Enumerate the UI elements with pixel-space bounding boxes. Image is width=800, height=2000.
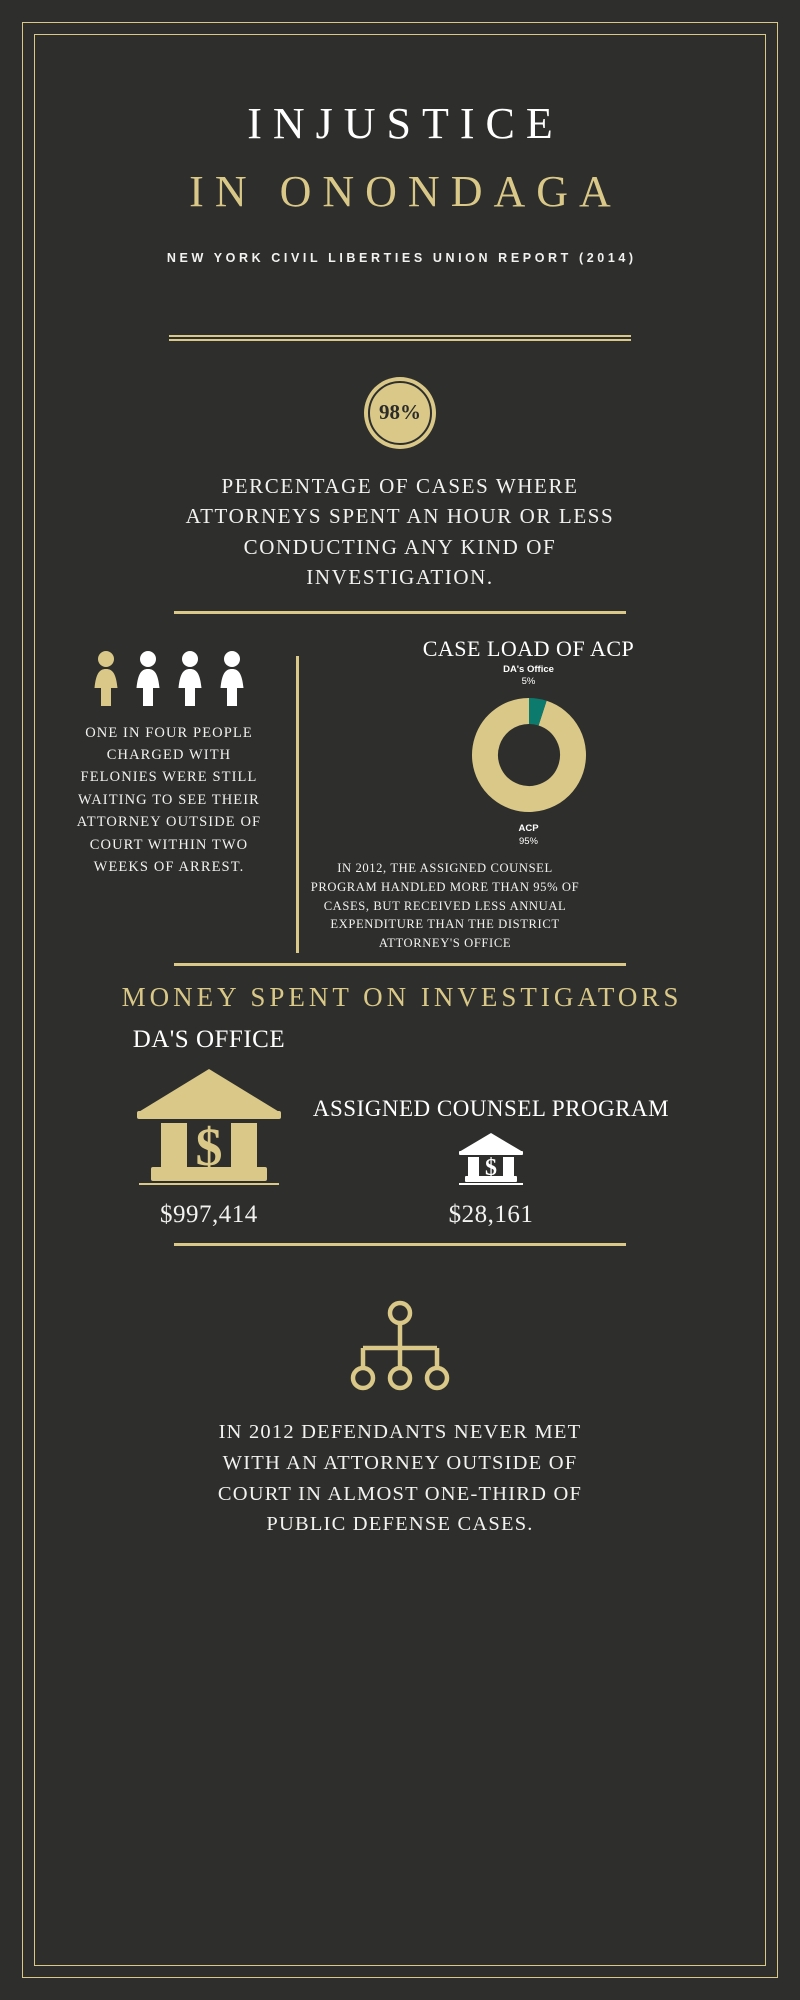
column-divider: [296, 655, 299, 954]
bank-icon-small: $: [458, 1133, 523, 1186]
stat-badge-value: 98%: [379, 400, 421, 425]
money-label-acp: ASSIGNED COUNSEL PROGRAM: [312, 1095, 670, 1121]
donut-label-da-value: 5%: [521, 676, 536, 688]
donut-label-acp-value: 95%: [518, 835, 538, 847]
page-subtitle: NEW YORK CIVIL LIBERTIES UNION REPORT (2…: [166, 250, 637, 265]
money-comparison-row: DA'S OFFICE $ $997,414 ASSIGNED COUNSEL …: [52, 1025, 748, 1229]
divider-bottom: [174, 1243, 626, 1247]
person-icon-highlighted: [94, 650, 118, 706]
money-value-acp: $28,161: [448, 1201, 534, 1229]
donut-label-da: DA's Office 5%: [309, 664, 748, 690]
case-load-chart-block: CASE LOAD OF ACP DA's Office 5% ACP 95%: [309, 634, 748, 954]
org-chart-icon: [350, 1300, 450, 1391]
money-item-da: DA'S OFFICE $ $997,414: [131, 1025, 287, 1229]
donut-label-da-name: DA's Office: [503, 663, 554, 675]
org-chart-wrapper: [52, 1300, 748, 1397]
person-icon: [136, 650, 160, 706]
money-item-acp: ASSIGNED COUNSEL PROGRAM $ $28,161: [313, 1095, 669, 1230]
bank-icon-large: $: [136, 1069, 281, 1186]
svg-text:$: $: [485, 1155, 497, 1181]
divider-mid-1: [174, 610, 626, 614]
person-icon: [220, 650, 244, 706]
people-stat-caption: ONE IN FOUR PEOPLE CHARGED WITH FELONIES…: [76, 724, 262, 876]
people-stat-block: ONE IN FOUR PEOPLE CHARGED WITH FELONIES…: [52, 634, 286, 879]
donut-label-acp-name: ACP: [518, 823, 539, 835]
footer-stat-caption: IN 2012 DEFENDANTS NEVER MET WITH AN ATT…: [217, 1421, 583, 1536]
chart-title: CASE LOAD OF ACP: [422, 635, 635, 661]
stat-badge: 98%: [364, 376, 436, 449]
stat-badge-ring: 98%: [368, 380, 432, 445]
person-icon: [178, 650, 202, 706]
stat-badge-caption: PERCENTAGE OF CASES WHERE ATTORNEYS SPEN…: [185, 473, 615, 590]
stat-badge-wrapper: 98%: [52, 376, 748, 449]
donut-slice-da: [471, 698, 586, 813]
page-title-line1: INJUSTICE: [247, 99, 564, 148]
section-heading-money: MONEY SPENT ON INVESTIGATORS: [121, 982, 683, 1013]
divider-mid-2: [174, 963, 626, 967]
outer-border: [22, 22, 778, 1978]
page-title-line2: IN ONONDAGA: [189, 167, 622, 217]
donut-label-acp: ACP 95%: [309, 823, 748, 849]
people-icon-row: [60, 650, 278, 708]
poster-content: INJUSTICE IN ONONDAGA NEW YORK CIVIL LIB…: [52, 52, 748, 1948]
money-value-da: $997,414: [160, 1201, 258, 1229]
money-label-da: DA'S OFFICE: [132, 1026, 286, 1054]
chart-caption: IN 2012, THE ASSIGNED COUNSEL PROGRAM HA…: [310, 860, 580, 951]
inner-border: [34, 34, 766, 1966]
divider-top: [169, 334, 631, 341]
stats-band: ONE IN FOUR PEOPLE CHARGED WITH FELONIES…: [52, 634, 748, 954]
donut-chart: [465, 691, 593, 819]
